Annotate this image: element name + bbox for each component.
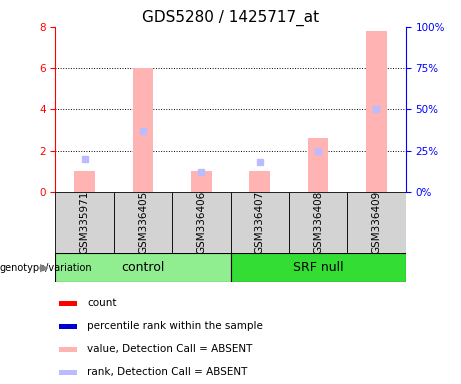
Text: GSM336405: GSM336405: [138, 191, 148, 254]
Text: GSM336406: GSM336406: [196, 191, 207, 254]
Text: genotype/variation: genotype/variation: [0, 263, 93, 273]
Bar: [55, 192, 114, 253]
Bar: [249, 171, 270, 192]
Text: value, Detection Call = ABSENT: value, Detection Call = ABSENT: [87, 344, 253, 354]
Text: GSM336409: GSM336409: [372, 191, 382, 254]
Bar: [59, 301, 77, 306]
Text: control: control: [121, 262, 165, 274]
Text: count: count: [87, 298, 117, 308]
Text: ▶: ▶: [40, 263, 48, 273]
Bar: [308, 138, 328, 192]
Bar: [59, 370, 77, 375]
Text: percentile rank within the sample: percentile rank within the sample: [87, 321, 263, 331]
Text: SRF null: SRF null: [293, 262, 343, 274]
Bar: [230, 253, 406, 282]
Bar: [55, 253, 230, 282]
Bar: [230, 192, 289, 253]
Text: GSM335971: GSM335971: [79, 191, 89, 255]
Bar: [172, 192, 230, 253]
Title: GDS5280 / 1425717_at: GDS5280 / 1425717_at: [142, 9, 319, 25]
Bar: [366, 31, 387, 192]
Bar: [59, 347, 77, 352]
Bar: [191, 171, 212, 192]
Bar: [347, 192, 406, 253]
Bar: [59, 324, 77, 329]
Bar: [133, 68, 153, 192]
Bar: [114, 192, 172, 253]
Bar: [289, 192, 347, 253]
Text: GSM336408: GSM336408: [313, 191, 323, 254]
Bar: [74, 171, 95, 192]
Text: GSM336407: GSM336407: [254, 191, 265, 254]
Text: rank, Detection Call = ABSENT: rank, Detection Call = ABSENT: [87, 367, 248, 377]
